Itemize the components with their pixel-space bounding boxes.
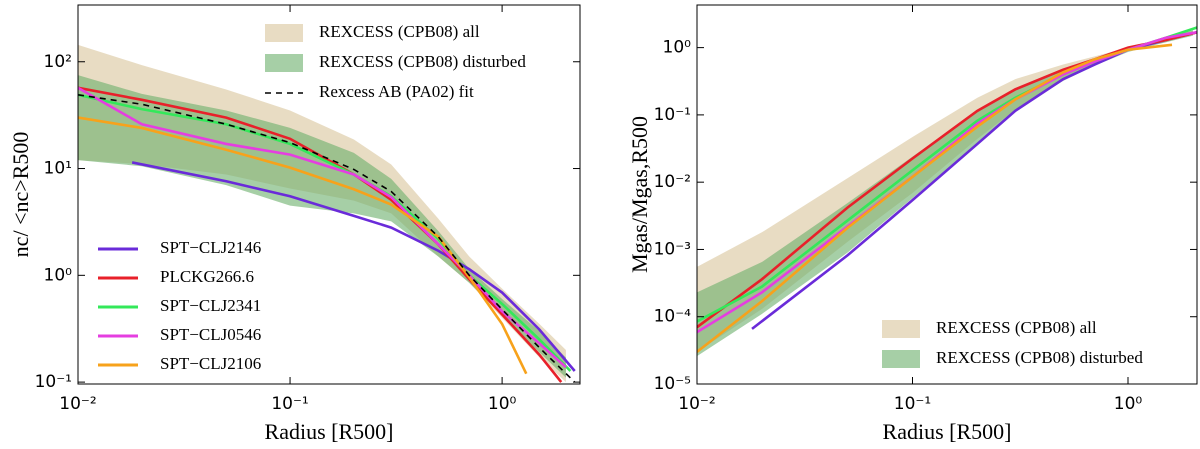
x-tick-label: 10⁻¹ xyxy=(271,394,308,414)
series-line xyxy=(697,43,1173,353)
x-tick-label: 10⁻² xyxy=(678,394,715,414)
y-axis-label: Mgas/Mgas,R500 xyxy=(627,116,652,273)
legend-swatch xyxy=(882,350,920,368)
y-tick-label: 10⁻³ xyxy=(654,239,691,259)
legend-label: REXCESS (CPB08) disturbed xyxy=(936,348,1143,367)
x-axis-label: Radius [R500] xyxy=(883,419,1012,444)
plot-area xyxy=(697,26,1197,357)
x-tick-label: 10⁻² xyxy=(59,394,96,414)
y-tick-label: 10⁰ xyxy=(44,265,73,285)
x-tick-label: 10⁻¹ xyxy=(894,394,931,414)
legend-label: PLCKG266.6 xyxy=(160,267,254,286)
axes-frame xyxy=(77,4,581,385)
legend-label: REXCESS (CPB08) all xyxy=(319,22,480,41)
axes-frame xyxy=(696,4,1198,385)
legend-label: REXCESS (CPB08) disturbed xyxy=(319,52,526,71)
y-tick-label: 10⁻¹ xyxy=(654,105,691,125)
y-tick-label: 10⁻⁵ xyxy=(654,374,691,394)
band xyxy=(78,75,566,378)
series-line xyxy=(697,26,1197,323)
legend-swatch xyxy=(882,320,920,338)
legend-swatch xyxy=(265,24,303,42)
series-line xyxy=(78,94,576,383)
series-line xyxy=(78,116,528,375)
band xyxy=(697,30,1193,357)
plot-area xyxy=(78,44,576,383)
y-axis-label: nc/ <nc>R500 xyxy=(8,132,33,258)
legend-label: SPT−CLJ2341 xyxy=(160,296,261,315)
y-tick-label: 10⁻⁴ xyxy=(654,307,692,327)
y-tick-label: 10⁻¹ xyxy=(35,372,72,392)
x-tick-label: 10⁰ xyxy=(488,394,517,414)
y-tick-label: 10⁰ xyxy=(663,38,692,58)
legend-label: Rexcess AB (PA02) fit xyxy=(319,82,474,101)
y-tick-label: 10¹ xyxy=(44,159,72,179)
x-axis-label: Radius [R500] xyxy=(265,419,394,444)
legend-label: SPT−CLJ0546 xyxy=(160,325,261,344)
series-line xyxy=(751,30,1197,330)
legend-label: SPT−CLJ2146 xyxy=(160,238,261,257)
y-tick-label: 10² xyxy=(44,52,72,72)
legend-swatch xyxy=(265,54,303,72)
x-tick-label: 10⁰ xyxy=(1114,394,1143,414)
series-line xyxy=(131,161,576,372)
series-line xyxy=(78,86,563,383)
legend-label: REXCESS (CPB08) all xyxy=(936,318,1097,337)
y-tick-label: 10⁻² xyxy=(654,172,691,192)
legend-label: SPT−CLJ2106 xyxy=(160,354,261,373)
